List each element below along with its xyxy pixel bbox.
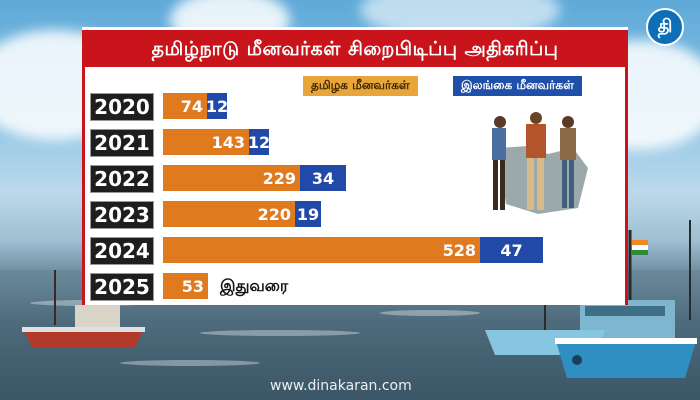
- bar-srilanka: 19: [295, 201, 321, 227]
- bar-tamilnadu: 220: [163, 201, 295, 227]
- chart-title: தமிழ்நாடு மீனவர்கள் சிறைபிடிப்பு அதிகரிப…: [82, 27, 628, 70]
- watermark: www.dinakaran.com: [270, 378, 412, 394]
- year-label: 2023: [90, 201, 154, 229]
- year-label: 2021: [90, 129, 154, 157]
- wave: [380, 310, 480, 316]
- wave: [120, 360, 260, 366]
- bar-tamilnadu: 53: [163, 273, 208, 299]
- year-label: 2024: [90, 237, 154, 265]
- boat-left-icon: [22, 270, 145, 347]
- bar-srilanka: 34: [300, 165, 346, 191]
- channel-logo: தி: [646, 8, 684, 46]
- bar-tamilnadu: 229: [163, 165, 300, 191]
- bar-srilanka: 12: [248, 129, 270, 155]
- year-label: 2025: [90, 273, 154, 301]
- bar-annotation: இதுவரை: [220, 276, 289, 295]
- bar-tamilnadu: 143: [163, 129, 249, 155]
- boat-right-icon: [485, 220, 697, 378]
- bar-tamilnadu: 528: [163, 237, 480, 263]
- bar-srilanka: 47: [480, 237, 543, 263]
- bar-tamilnadu: 74: [163, 93, 207, 119]
- bar-srilanka: 12: [206, 93, 228, 119]
- legend-srilanka-fishermen: இலங்கை மீனவர்கள்: [453, 76, 582, 96]
- year-label: 2020: [90, 93, 154, 121]
- year-label: 2022: [90, 165, 154, 193]
- legend-tamilnadu-fishermen: தமிழக மீனவர்கள்: [303, 76, 418, 96]
- wave: [200, 330, 360, 336]
- fishermen-photo: [478, 108, 606, 222]
